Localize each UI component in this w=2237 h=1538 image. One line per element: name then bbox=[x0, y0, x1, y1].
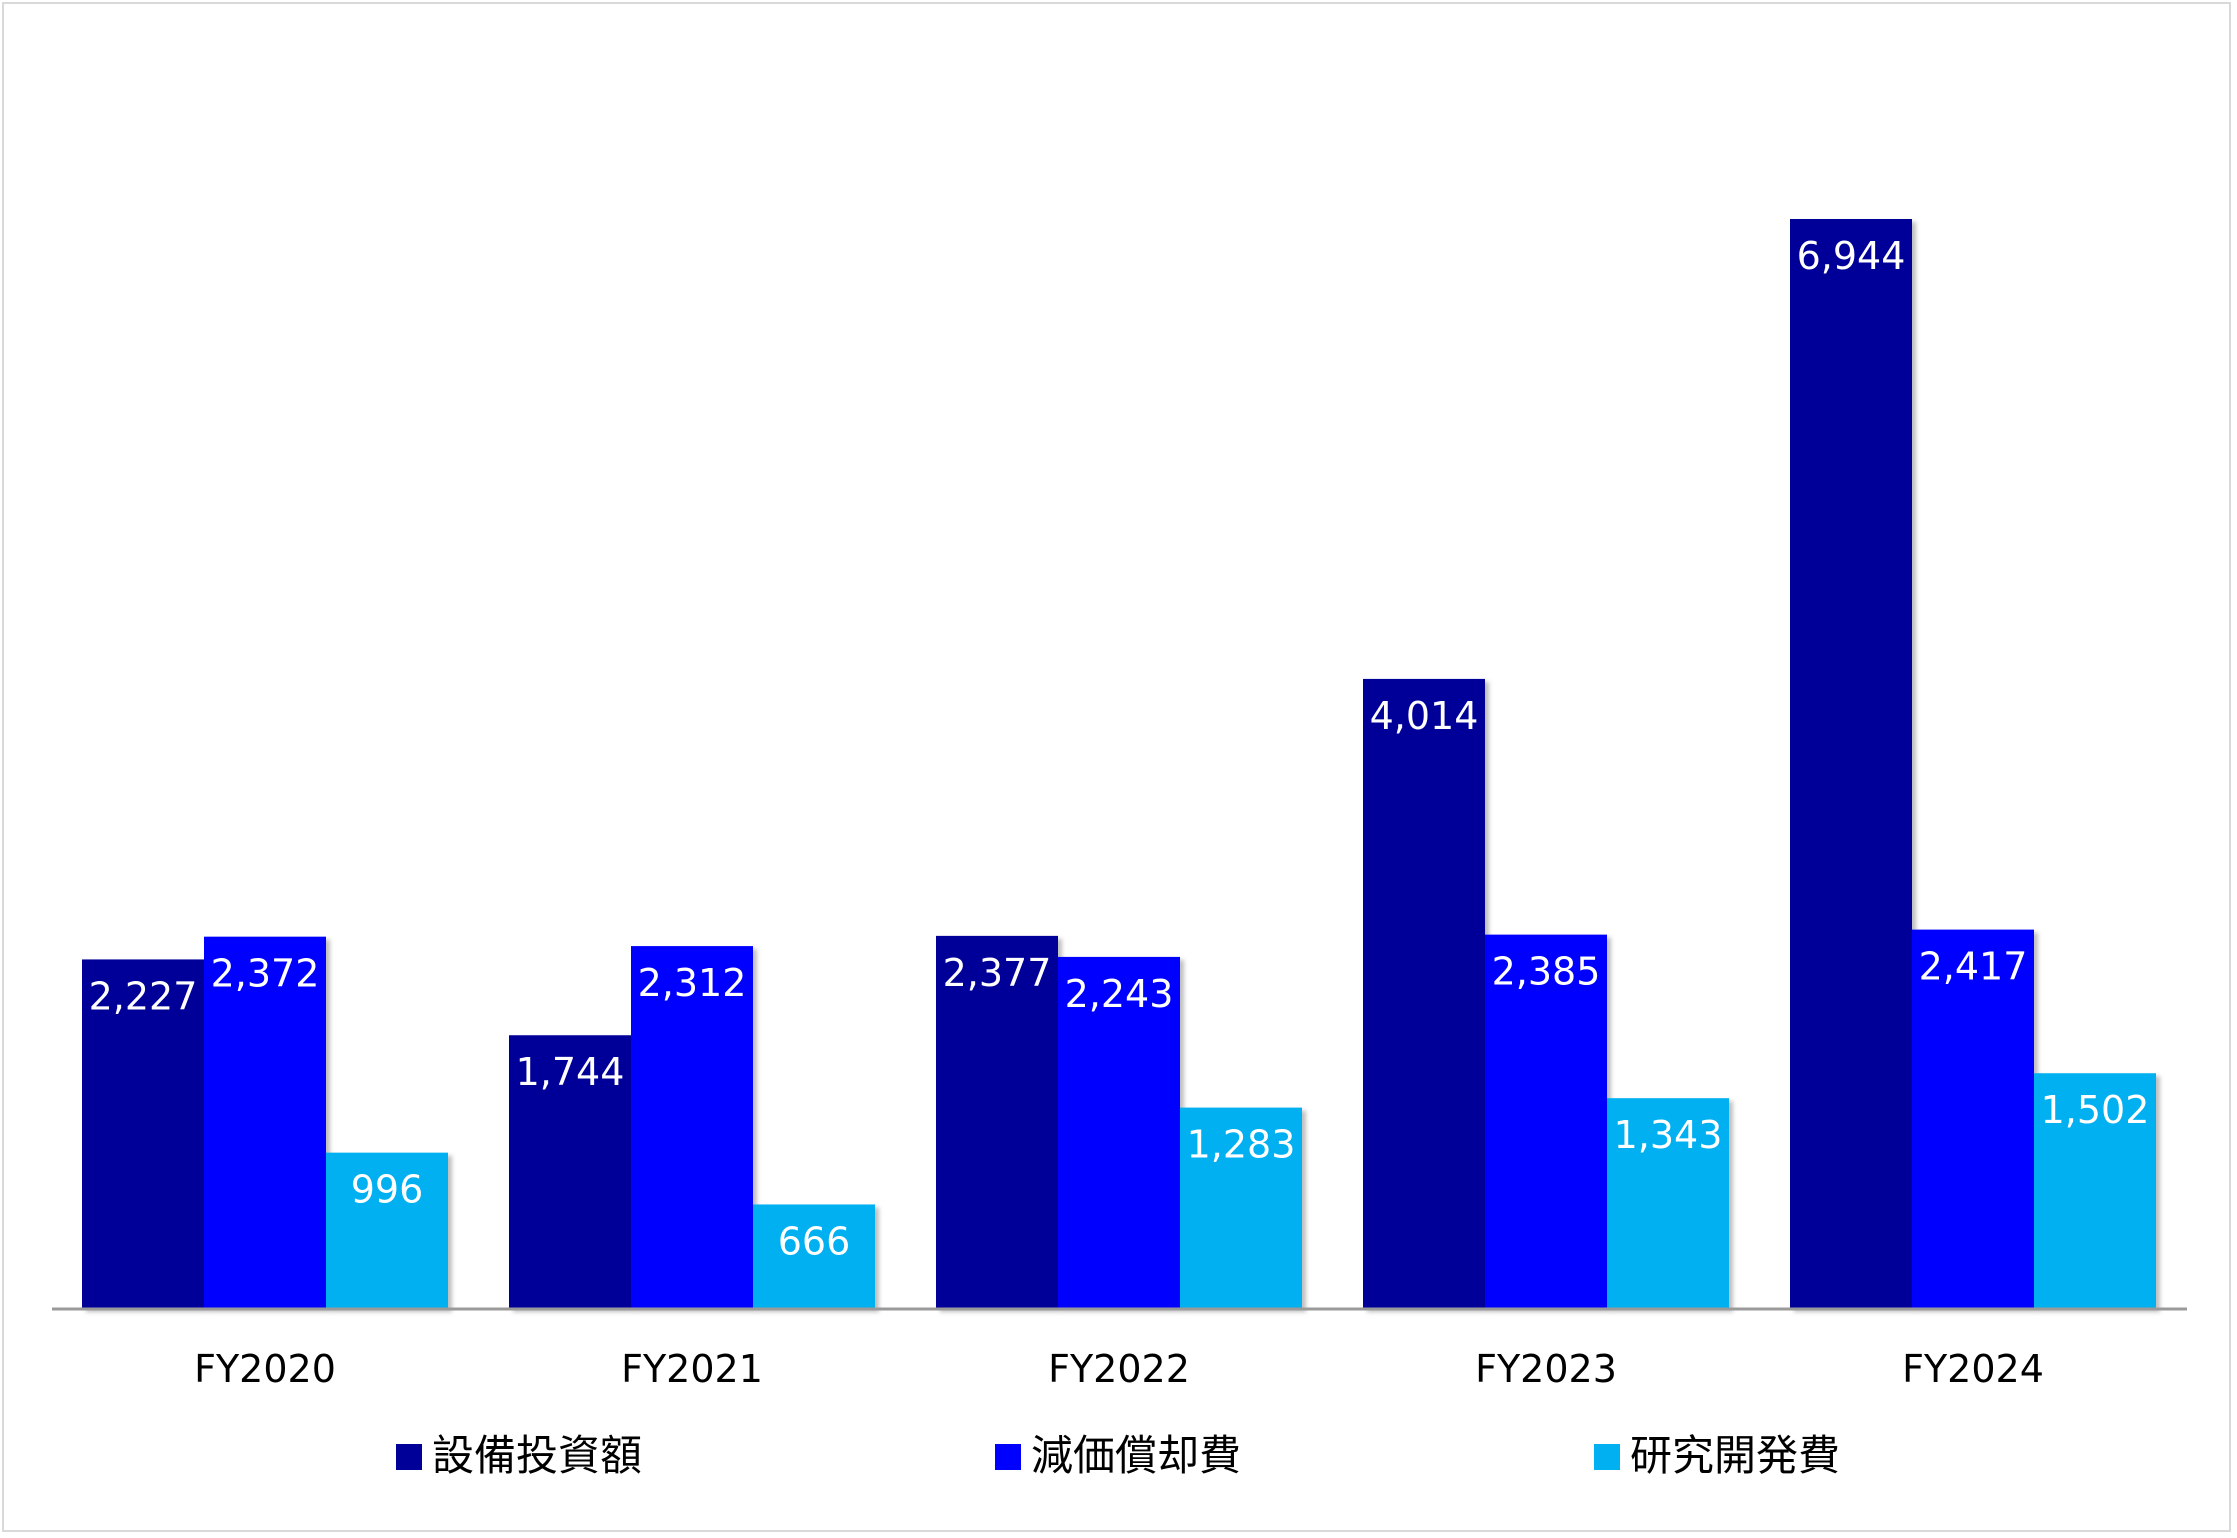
bar-fy2020-series-3 bbox=[326, 1152, 448, 1309]
legend-label-series-3: 研究開発費 bbox=[1630, 1431, 1840, 1480]
x-tick-labels: FY2020 FY2021 FY2022 FY2023 FY2024 bbox=[194, 1347, 2044, 1391]
x-tick-label-fy2020: FY2020 bbox=[194, 1347, 336, 1391]
legend-swatch-series-2 bbox=[995, 1444, 1021, 1470]
bar-fy2024-series-1 bbox=[1790, 219, 1912, 1309]
bar-fy2023-series-1 bbox=[1363, 678, 1485, 1309]
bar-fy2020-series-2 bbox=[204, 936, 326, 1309]
legend: 設備投資額 減価償却費 研究開発費 bbox=[396, 1431, 1840, 1480]
bar-fy2021-series-2 bbox=[631, 946, 753, 1309]
data-label-fy2023-series-2: 2,385 bbox=[1492, 950, 1601, 994]
data-label-fy2021-series-2: 2,312 bbox=[638, 961, 747, 1005]
legend-label-series-2: 減価償却費 bbox=[1031, 1431, 1241, 1480]
bar-fy2024-series-3 bbox=[2034, 1073, 2156, 1309]
bar-fy2022-series-3 bbox=[1180, 1107, 1302, 1309]
data-label-fy2020-series-3: 996 bbox=[351, 1168, 424, 1212]
data-label-fy2024-series-1: 6,944 bbox=[1797, 234, 1906, 278]
data-label-fy2022-series-2: 2,243 bbox=[1065, 972, 1174, 1016]
data-label-fy2020-series-2: 2,372 bbox=[211, 952, 320, 996]
bar-fy2021-series-1 bbox=[509, 1035, 631, 1309]
x-tick-label-fy2024: FY2024 bbox=[1902, 1347, 2044, 1391]
bars-layer bbox=[82, 219, 2156, 1309]
bar-fy2022-series-1 bbox=[936, 935, 1058, 1309]
data-label-fy2021-series-1: 1,744 bbox=[516, 1050, 625, 1094]
bar-fy2022-series-2 bbox=[1058, 956, 1180, 1309]
legend-swatch-series-3 bbox=[1594, 1444, 1620, 1470]
data-label-fy2021-series-3: 666 bbox=[778, 1219, 851, 1263]
data-label-fy2022-series-3: 1,283 bbox=[1187, 1123, 1296, 1167]
x-tick-label-fy2021: FY2021 bbox=[621, 1347, 763, 1391]
data-label-fy2023-series-3: 1,343 bbox=[1614, 1113, 1723, 1157]
bar-fy2023-series-2 bbox=[1485, 934, 1607, 1309]
bar-fy2020-series-1 bbox=[82, 959, 204, 1309]
bar-fy2024-series-2 bbox=[1912, 929, 2034, 1309]
legend-swatch-series-1 bbox=[396, 1444, 422, 1470]
data-label-fy2024-series-3: 1,502 bbox=[2041, 1088, 2150, 1132]
x-tick-label-fy2023: FY2023 bbox=[1475, 1347, 1617, 1391]
data-label-fy2024-series-2: 2,417 bbox=[1919, 945, 2028, 989]
data-labels-layer: 2,227 2,372 996 1,744 2,312 666 2,377 2,243 1,28… bbox=[89, 234, 2150, 1263]
data-label-fy2022-series-1: 2,377 bbox=[943, 951, 1052, 995]
x-tick-label-fy2022: FY2022 bbox=[1048, 1347, 1190, 1391]
bar-fy2021-series-3 bbox=[753, 1204, 875, 1309]
data-label-fy2023-series-1: 4,014 bbox=[1370, 694, 1479, 738]
legend-label-series-1: 設備投資額 bbox=[432, 1431, 642, 1480]
bar-fy2023-series-3 bbox=[1607, 1098, 1729, 1309]
data-label-fy2020-series-1: 2,227 bbox=[89, 974, 198, 1018]
